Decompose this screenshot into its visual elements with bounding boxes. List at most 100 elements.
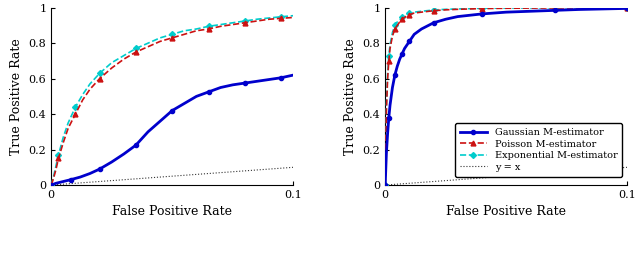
Gaussian M-estimator	[120, 152, 127, 155]
Line: Poisson M-estimator: Poisson M-estimator	[383, 5, 630, 187]
Line: Exponential M-estimator: Exponential M-estimator	[383, 6, 629, 187]
Exponential M-estimator	[478, 7, 486, 10]
Exponential M-estimator	[253, 18, 260, 21]
Poisson M-estimator	[144, 45, 152, 48]
Gaussian M-estimator	[418, 27, 426, 31]
Gaussian M-estimator	[391, 74, 399, 77]
Poisson M-estimator	[502, 7, 510, 10]
Gaussian M-estimator	[575, 8, 582, 11]
Poisson M-estimator	[108, 67, 116, 70]
Line: Gaussian M-estimator: Gaussian M-estimator	[49, 73, 295, 187]
Exponential M-estimator	[132, 47, 140, 50]
Gaussian M-estimator	[406, 40, 413, 43]
Exponential M-estimator	[383, 104, 390, 107]
Poisson M-estimator	[72, 113, 79, 116]
Exponential M-estimator	[229, 21, 237, 24]
Exponential M-estimator	[205, 25, 212, 28]
Gaussian M-estimator	[599, 7, 607, 11]
Poisson M-estimator	[383, 109, 390, 112]
Poisson M-estimator	[381, 183, 389, 187]
Poisson M-estimator	[575, 6, 582, 10]
Exponential M-estimator	[502, 6, 510, 10]
Poisson M-estimator	[120, 58, 127, 61]
Gaussian M-estimator	[156, 120, 164, 123]
Exponential M-estimator	[385, 54, 393, 57]
Gaussian M-estimator	[132, 144, 140, 147]
Poisson M-estimator	[241, 21, 249, 24]
Gaussian M-estimator	[502, 11, 510, 14]
Gaussian M-estimator	[478, 12, 486, 15]
Exponential M-estimator	[398, 16, 406, 19]
Exponential M-estimator	[410, 11, 418, 14]
Y-axis label: True Positive Rate: True Positive Rate	[10, 38, 23, 155]
Exponential M-estimator	[381, 183, 389, 187]
Exponential M-estimator	[96, 72, 104, 75]
Exponential M-estimator	[156, 36, 164, 39]
Gaussian M-estimator	[289, 74, 297, 77]
Exponential M-estimator	[388, 31, 396, 34]
Gaussian M-estimator	[394, 65, 401, 68]
Gaussian M-estimator	[396, 58, 404, 61]
Poisson M-estimator	[551, 6, 559, 10]
Exponential M-estimator	[454, 7, 461, 11]
Exponential M-estimator	[527, 6, 534, 10]
Exponential M-estimator	[391, 24, 399, 27]
Gaussian M-estimator	[241, 81, 249, 85]
Exponential M-estimator	[599, 6, 607, 9]
X-axis label: False Positive Rate: False Positive Rate	[112, 205, 232, 218]
Exponential M-estimator	[144, 42, 152, 45]
Gaussian M-estimator	[410, 33, 418, 36]
Gaussian M-estimator	[277, 76, 285, 79]
Poisson M-estimator	[396, 20, 404, 23]
Poisson M-estimator	[96, 77, 104, 80]
Poisson M-estimator	[388, 34, 396, 38]
Gaussian M-estimator	[403, 43, 411, 47]
Exponential M-estimator	[168, 33, 176, 36]
Gaussian M-estimator	[67, 178, 74, 181]
Exponential M-estimator	[429, 8, 437, 12]
Poisson M-estimator	[418, 11, 426, 14]
Exponential M-estimator	[575, 6, 582, 9]
Gaussian M-estimator	[76, 176, 84, 179]
Exponential M-estimator	[193, 27, 200, 31]
Poisson M-estimator	[47, 183, 55, 187]
Gaussian M-estimator	[551, 9, 559, 12]
Poisson M-estimator	[454, 8, 461, 11]
Exponential M-estimator	[60, 136, 67, 139]
X-axis label: False Positive Rate: False Positive Rate	[446, 205, 566, 218]
Exponential M-estimator	[108, 61, 116, 64]
Gaussian M-estimator	[527, 10, 534, 13]
Poisson M-estimator	[265, 18, 273, 21]
Exponential M-estimator	[403, 13, 411, 16]
Poisson M-estimator	[79, 98, 86, 102]
Exponential M-estimator	[47, 183, 55, 187]
Poisson M-estimator	[599, 6, 607, 9]
Poisson M-estimator	[429, 9, 437, 12]
Poisson M-estimator	[180, 33, 188, 36]
Gaussian M-estimator	[386, 104, 394, 107]
Poisson M-estimator	[527, 6, 534, 10]
Exponential M-estimator	[394, 20, 401, 23]
Exponential M-estimator	[396, 19, 404, 22]
Gaussian M-estimator	[47, 183, 55, 187]
Poisson M-estimator	[410, 12, 418, 15]
Exponential M-estimator	[623, 6, 631, 9]
Gaussian M-estimator	[401, 47, 408, 50]
Poisson M-estimator	[132, 50, 140, 53]
Gaussian M-estimator	[265, 78, 273, 81]
Gaussian M-estimator	[384, 132, 392, 135]
Y-axis label: True Positive Rate: True Positive Rate	[344, 38, 357, 155]
Exponential M-estimator	[551, 6, 559, 9]
Poisson M-estimator	[385, 59, 393, 62]
Gaussian M-estimator	[442, 18, 449, 21]
Poisson M-estimator	[205, 27, 212, 31]
Gaussian M-estimator	[217, 86, 225, 89]
Gaussian M-estimator	[381, 183, 389, 187]
Gaussian M-estimator	[253, 80, 260, 83]
Gaussian M-estimator	[96, 168, 104, 171]
Gaussian M-estimator	[429, 21, 437, 24]
Exponential M-estimator	[277, 15, 285, 18]
Poisson M-estimator	[54, 157, 62, 160]
Poisson M-estimator	[229, 23, 237, 26]
Poisson M-estimator	[386, 47, 394, 50]
